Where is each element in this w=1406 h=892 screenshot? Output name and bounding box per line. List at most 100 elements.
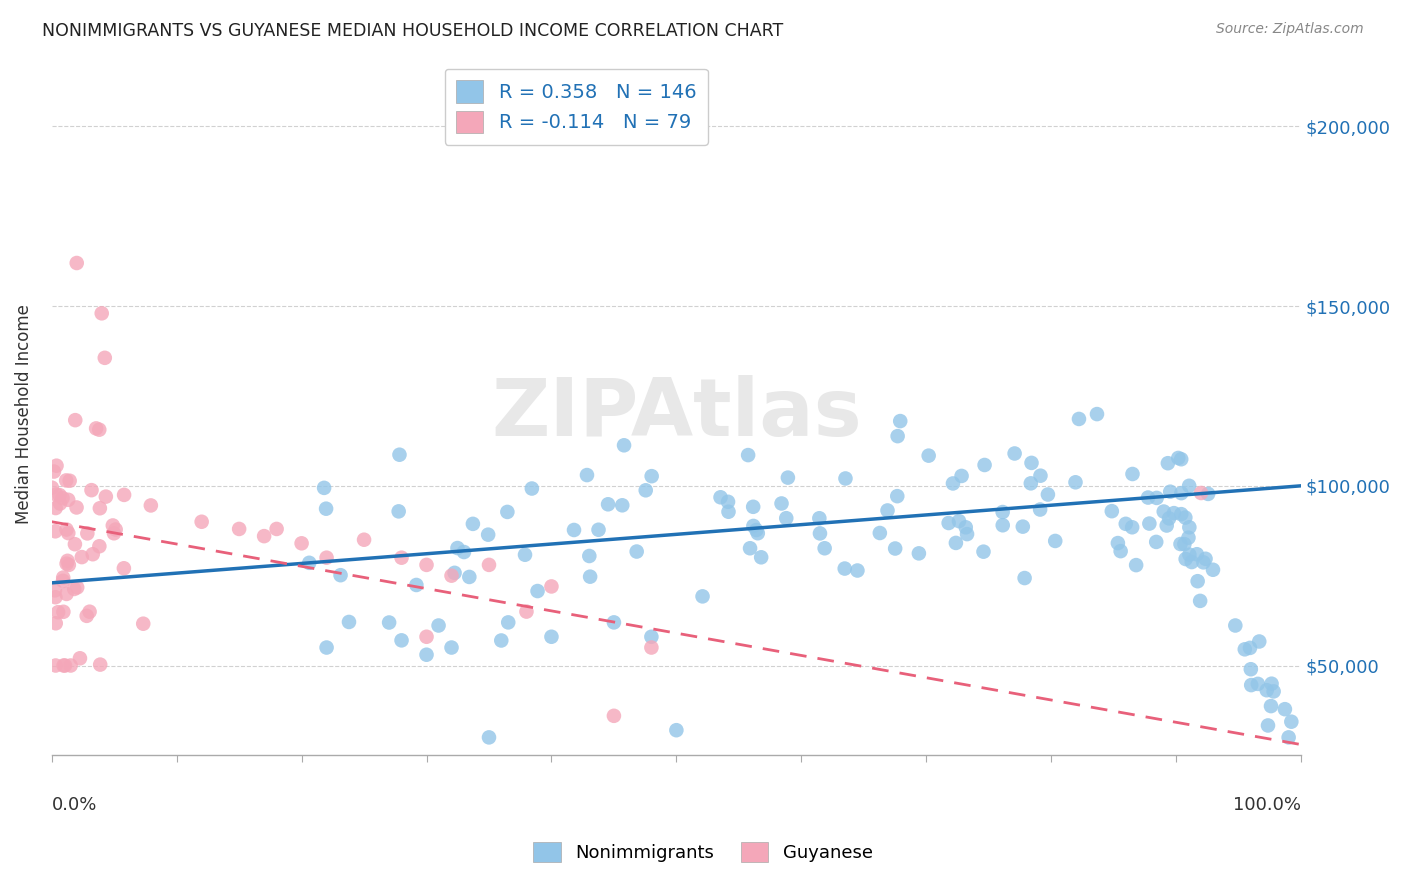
Point [90, 306, 112, 320]
Point [808, 511, 831, 525]
Point [89, 539, 111, 553]
Point [84, 421, 107, 435]
Point [1197, 487, 1219, 501]
Legend: R = 0.358   N = 146, R = -0.114   N = 79: R = 0.358 N = 146, R = -0.114 N = 79 [444, 69, 709, 145]
Point [1021, 456, 1043, 470]
Point [1011, 519, 1033, 533]
Point [453, 545, 475, 559]
Point [58, 558, 80, 572]
Text: 0.0%: 0.0% [52, 797, 97, 814]
Point [1249, 634, 1271, 648]
Point [378, 615, 401, 630]
Point [948, 514, 970, 528]
Point [876, 503, 898, 517]
Point [44, 591, 66, 605]
Point [1170, 537, 1192, 551]
Point [496, 615, 519, 630]
Point [1173, 537, 1195, 551]
Point [388, 504, 411, 518]
Point [1174, 510, 1197, 524]
Point [1144, 535, 1167, 549]
Point [1263, 684, 1285, 698]
Text: Source: ZipAtlas.com: Source: ZipAtlas.com [1216, 22, 1364, 37]
Point [1233, 642, 1256, 657]
Point [496, 505, 519, 519]
Point [717, 505, 740, 519]
Point [76, 526, 98, 541]
Point [1067, 412, 1090, 426]
Point [45, 616, 67, 631]
Point [1170, 452, 1192, 467]
Point [588, 523, 610, 537]
Point [814, 541, 837, 556]
Point [918, 449, 941, 463]
Point [808, 526, 831, 541]
Point [1240, 662, 1263, 676]
Point [938, 516, 960, 530]
Point [59, 474, 82, 488]
Point [1156, 518, 1178, 533]
Point [104, 523, 127, 537]
Point [1109, 544, 1132, 558]
Point [44, 583, 66, 598]
Point [520, 482, 543, 496]
Point [1045, 533, 1067, 548]
Point [101, 518, 124, 533]
Point [1029, 502, 1052, 516]
Point [55, 474, 77, 488]
Point [44, 524, 66, 539]
Point [1181, 555, 1204, 569]
Point [79, 605, 101, 619]
Point [526, 584, 548, 599]
Point [478, 731, 501, 745]
Point [745, 523, 768, 537]
Point [478, 558, 501, 572]
Point [42, 465, 65, 479]
Point [1178, 479, 1201, 493]
Point [1279, 714, 1302, 729]
Point [665, 723, 688, 738]
Point [884, 541, 907, 556]
Point [776, 470, 799, 484]
Point [613, 438, 636, 452]
Point [56, 554, 79, 568]
Point [52, 574, 75, 588]
Point [991, 505, 1014, 519]
Point [950, 469, 973, 483]
Point [1170, 486, 1192, 500]
Point [80, 483, 103, 497]
Point [415, 630, 437, 644]
Point [1177, 531, 1199, 545]
Point [52, 571, 75, 585]
Point [440, 640, 463, 655]
Point [869, 526, 891, 541]
Point [415, 558, 437, 572]
Point [315, 501, 337, 516]
Point [1260, 699, 1282, 714]
Point [66, 256, 89, 270]
Point [46, 605, 69, 619]
Point [461, 516, 484, 531]
Point [337, 615, 360, 629]
Point [491, 633, 513, 648]
Point [1159, 484, 1181, 499]
Point [52, 605, 75, 619]
Point [737, 448, 759, 462]
Point [1036, 487, 1059, 501]
Point [58, 492, 80, 507]
Point [477, 527, 499, 541]
Point [1019, 476, 1042, 491]
Point [1137, 516, 1160, 531]
Point [65, 500, 87, 515]
Point [1240, 678, 1263, 692]
Point [94, 351, 117, 365]
Point [1192, 555, 1215, 569]
Point [65, 413, 87, 427]
Point [1178, 548, 1201, 562]
Point [972, 544, 994, 558]
Point [94, 490, 117, 504]
Point [955, 520, 977, 534]
Point [578, 549, 600, 563]
Point [63, 582, 86, 596]
Point [1174, 552, 1197, 566]
